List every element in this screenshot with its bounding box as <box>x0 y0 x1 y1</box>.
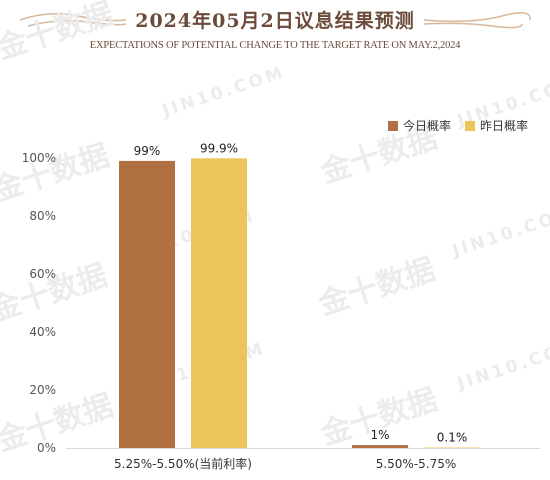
legend-swatch-today <box>387 120 398 131</box>
x-category-label: 5.25%-5.50%(当前利率) <box>114 456 252 471</box>
y-tick-label: 20% <box>29 383 56 397</box>
left-ornament-icon <box>19 13 127 27</box>
y-tick-label: 60% <box>29 267 56 281</box>
chart-legend: 今日概率 昨日概率 <box>387 117 528 134</box>
bar-today-0 <box>119 160 175 448</box>
right-ornament-icon <box>423 12 531 29</box>
legend-label-today: 今日概率 <box>402 119 451 133</box>
bar-today-1 <box>352 445 408 448</box>
legend-swatch-yesterday <box>464 120 475 131</box>
legend-item-yesterday: 昨日概率 <box>464 117 528 134</box>
data-label: 99.9% <box>200 141 238 155</box>
x-category-label: 5.50%-5.75% <box>376 457 457 471</box>
y-tick-label: 0% <box>37 441 56 455</box>
data-label: 0.1% <box>437 431 468 445</box>
bar-yesterday-1 <box>424 447 480 448</box>
legend-label-yesterday: 昨日概率 <box>479 119 528 133</box>
data-label: 99% <box>134 144 161 158</box>
y-tick-label: 100% <box>22 151 56 165</box>
legend-item-today: 今日概率 <box>387 117 451 134</box>
header: 2024年05月2日议息结果预测 EXPECTATIONS OF POTENTI… <box>0 0 550 60</box>
bar-yesterday-0 <box>191 158 247 449</box>
data-label: 1% <box>370 428 389 442</box>
y-tick-label: 80% <box>29 209 56 223</box>
chart-title: 2024年05月2日议息结果预测 <box>135 10 415 32</box>
chart-subtitle: EXPECTATIONS OF POTENTIAL CHANGE TO THE … <box>89 40 461 51</box>
y-tick-label: 40% <box>29 325 56 339</box>
